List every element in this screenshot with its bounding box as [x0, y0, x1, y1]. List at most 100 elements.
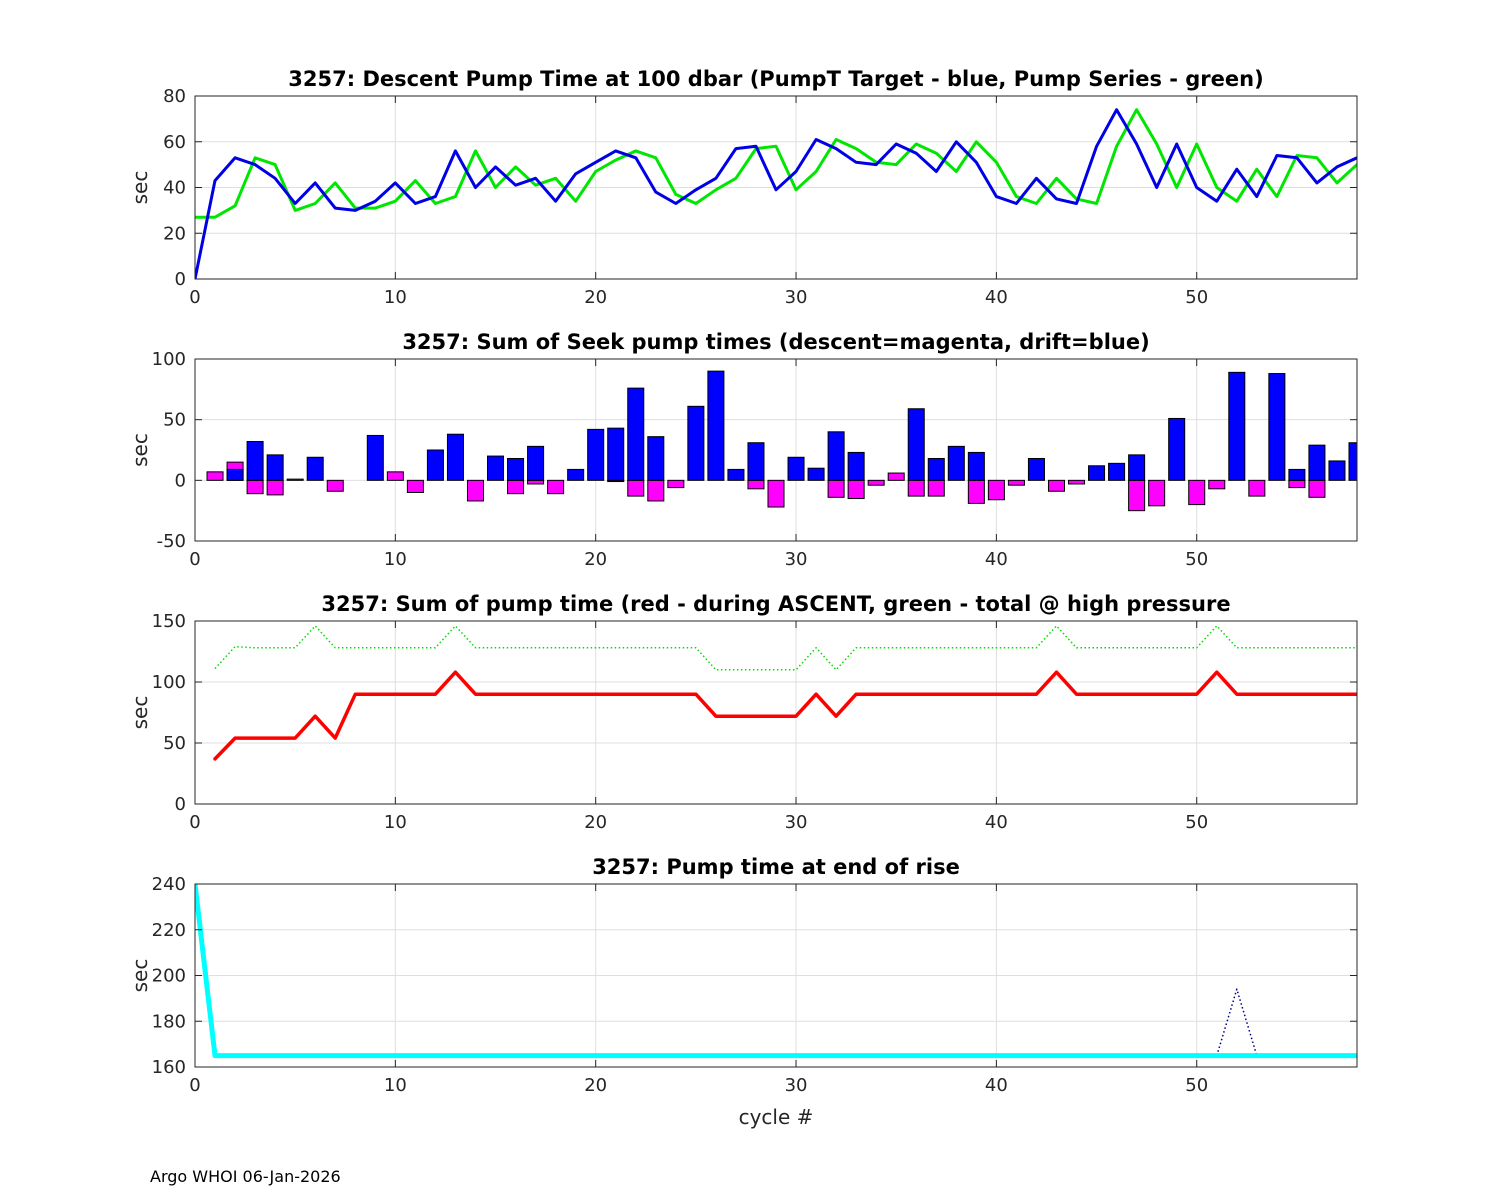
bar-s1-x24: [667, 479, 685, 489]
x-tick-label: 50: [1185, 1075, 1208, 1096]
y-tick-label: 0: [175, 269, 186, 290]
plot-area: [213, 625, 1357, 761]
y-tick-label: 200: [152, 966, 186, 987]
x-tick-label: 30: [785, 549, 808, 570]
panels: 0 10 20 30 40 50 0 20 40 60 80 3257: Descent Pump T…: [128, 67, 1358, 1129]
series-line-1: [1216, 988, 1258, 1056]
bar-s2-x32: [827, 431, 845, 481]
bar-s2-x3: [246, 441, 264, 481]
x-tick-label: 50: [1185, 812, 1208, 833]
y-tick-label: 50: [163, 733, 186, 754]
bar-s1-x7: [326, 479, 344, 492]
series-line-1: [195, 108, 1357, 219]
chart-panel-4: 0 10 20 30 40 50 160 180 200 220 240 3257: Pump tim…: [128, 855, 1358, 1129]
y-tick-label: 60: [163, 132, 186, 153]
bar-s2-x30: [787, 456, 805, 481]
chart-title: 3257: Pump time at end of rise: [592, 855, 960, 879]
bar-s2-x22: [627, 387, 645, 481]
x-tick-label: 0: [189, 812, 200, 833]
bar-s2-x46: [1108, 462, 1126, 481]
bar-s1-x37: [927, 479, 945, 497]
x-tick-label: 10: [384, 549, 407, 570]
bar-s2-x2: [226, 468, 244, 481]
bar-s2-x4: [266, 454, 284, 481]
bar-s2-x55: [1288, 468, 1306, 481]
bar-s1-x1: [206, 471, 224, 481]
bar-s2-x19: [567, 468, 585, 481]
x-tick-label: 0: [189, 287, 200, 308]
bar-s2-x13: [446, 433, 464, 481]
bar-s1-x36: [907, 479, 925, 497]
bar-s2-x28: [747, 442, 765, 481]
y-tick-label: 0: [175, 794, 186, 815]
series-line-2: [195, 884, 1357, 1059]
x-tick-label: 40: [985, 287, 1008, 308]
bar-s2-x21: [607, 427, 625, 481]
y-axis-label: sec: [128, 696, 152, 730]
chart-panel-1: 0 10 20 30 40 50 0 20 40 60 80 3257: Descent Pump T…: [128, 67, 1358, 308]
y-tick-label: 180: [152, 1011, 186, 1032]
y-tick-label: 150: [152, 611, 186, 632]
bar-s2-x52: [1228, 371, 1246, 481]
y-tick-label: 160: [152, 1057, 186, 1078]
bar-s1-x47: [1128, 479, 1146, 512]
bar-s1-x11: [406, 479, 424, 493]
bar-s1-x53: [1248, 479, 1266, 497]
bar-s1-x18: [547, 479, 565, 495]
bar-s2-x57: [1328, 460, 1346, 481]
y-tick-label: 40: [163, 178, 186, 199]
bar-s1-x51: [1208, 479, 1226, 490]
axes-frame: [194, 620, 1358, 805]
x-tick-label: 0: [189, 549, 200, 570]
chart-title: 3257: Descent Pump Time at 100 dbar (Pum…: [288, 67, 1263, 91]
plot-area: [195, 884, 1357, 1059]
y-tick-label: -50: [157, 531, 186, 552]
bar-s1-x43: [1047, 479, 1065, 492]
bar-s1-x56: [1308, 479, 1326, 498]
bar-s2-x17: [527, 445, 545, 481]
bar-s1-x17: [527, 479, 545, 485]
x-tick-label: 20: [584, 1075, 607, 1096]
plot-area: [195, 108, 1357, 279]
x-tick-label: 30: [785, 812, 808, 833]
bar-s2-x45: [1088, 465, 1106, 481]
x-tick-label: 20: [584, 287, 607, 308]
series-line-2: [195, 108, 1357, 279]
y-tick-label: 100: [152, 349, 186, 370]
bar-s2-x49: [1168, 417, 1186, 481]
bar-s1-x39: [967, 479, 985, 504]
y-tick-label: 100: [152, 672, 186, 693]
bar-s2-x27: [727, 468, 745, 481]
bar-s2-x39: [967, 451, 985, 481]
bar-s1-x5: [286, 478, 304, 481]
bar-s1-x16: [507, 479, 525, 495]
y-tick-label: 50: [163, 410, 186, 431]
bar-s1-x28: [747, 479, 765, 490]
bar-s2-x15: [487, 455, 505, 481]
y-tick-label: 220: [152, 920, 186, 941]
bar-s2-x9: [366, 434, 384, 481]
y-tick-label: 0: [175, 470, 186, 491]
x-tick-label: 20: [584, 812, 607, 833]
bar-s2-x20: [587, 428, 605, 481]
bar-s1-x35: [887, 472, 905, 481]
bar-s1-x33: [847, 479, 865, 500]
chart-title: 3257: Sum of Seek pump times (descent=ma…: [402, 330, 1149, 354]
x-tick-label: 10: [384, 1075, 407, 1096]
bar-s2-x33: [847, 451, 865, 481]
bar-s2-x31: [807, 467, 825, 481]
x-tick-label: 30: [785, 287, 808, 308]
bar-s2-x12: [426, 449, 444, 481]
bar-s1-x40: [987, 479, 1005, 501]
bar-s1-x4: [266, 479, 284, 496]
y-tick-label: 240: [152, 874, 186, 895]
y-axis-label: sec: [128, 171, 152, 205]
bar-s1-x34: [867, 479, 885, 486]
x-tick-label: 40: [985, 1075, 1008, 1096]
chart-panel-3: 0 10 20 30 40 50 0 50 100 150 3257: Sum of pump ti…: [128, 592, 1358, 833]
x-tick-label: 50: [1185, 549, 1208, 570]
y-axis-label: sec: [128, 959, 152, 993]
